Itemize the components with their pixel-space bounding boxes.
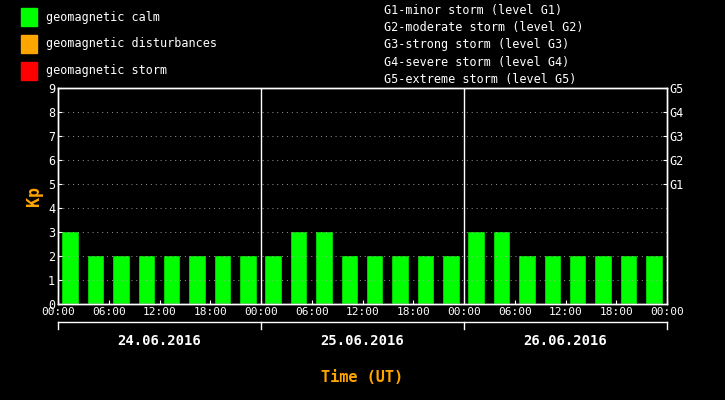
Bar <box>88 256 104 304</box>
Text: G5-extreme storm (level G5): G5-extreme storm (level G5) <box>384 73 576 86</box>
Bar <box>22 62 37 80</box>
Bar <box>113 256 130 304</box>
Bar <box>468 232 485 304</box>
Bar <box>62 232 79 304</box>
Bar <box>189 256 206 304</box>
Bar <box>215 256 231 304</box>
Bar <box>265 256 282 304</box>
Bar <box>367 256 384 304</box>
Text: G4-severe storm (level G4): G4-severe storm (level G4) <box>384 56 569 68</box>
Text: geomagnetic calm: geomagnetic calm <box>46 11 160 24</box>
Bar <box>544 256 561 304</box>
Text: G3-strong storm (level G3): G3-strong storm (level G3) <box>384 38 569 51</box>
Text: G2-moderate storm (level G2): G2-moderate storm (level G2) <box>384 21 584 34</box>
Bar <box>240 256 257 304</box>
Bar <box>164 256 181 304</box>
Bar <box>22 35 37 53</box>
Bar <box>316 232 333 304</box>
Y-axis label: Kp: Kp <box>25 186 43 206</box>
Bar <box>138 256 155 304</box>
Bar <box>646 256 663 304</box>
Bar <box>570 256 587 304</box>
Text: 26.06.2016: 26.06.2016 <box>523 334 608 348</box>
Bar <box>443 256 460 304</box>
Bar <box>291 232 307 304</box>
Text: geomagnetic storm: geomagnetic storm <box>46 64 167 77</box>
Bar <box>341 256 358 304</box>
Bar <box>418 256 434 304</box>
Bar <box>494 232 510 304</box>
Text: 24.06.2016: 24.06.2016 <box>117 334 202 348</box>
Bar <box>22 8 37 26</box>
Text: geomagnetic disturbances: geomagnetic disturbances <box>46 38 217 50</box>
Bar <box>519 256 536 304</box>
Text: G1-minor storm (level G1): G1-minor storm (level G1) <box>384 4 562 17</box>
Bar <box>392 256 409 304</box>
Text: 25.06.2016: 25.06.2016 <box>320 334 405 348</box>
Bar <box>595 256 612 304</box>
Bar <box>621 256 637 304</box>
Text: Time (UT): Time (UT) <box>321 370 404 386</box>
